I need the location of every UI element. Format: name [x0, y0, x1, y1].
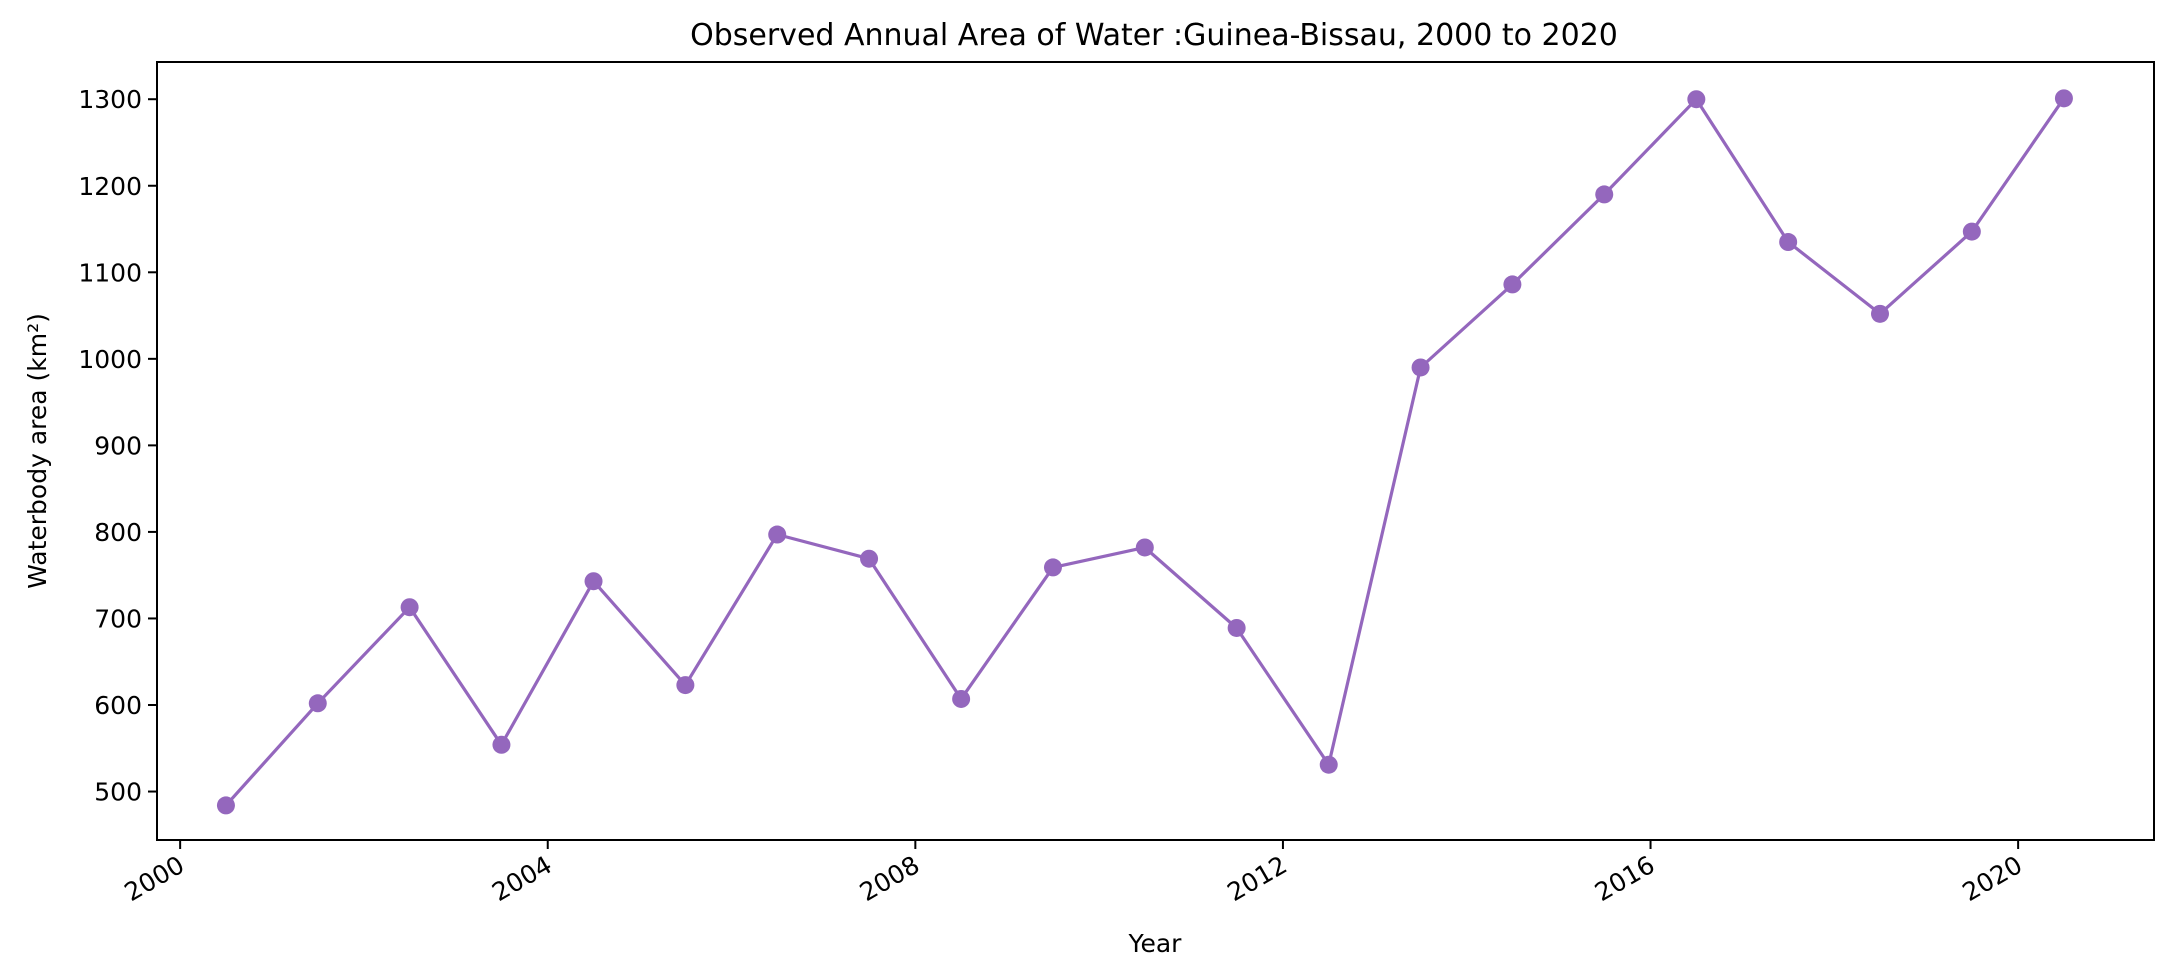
data-point: [584, 572, 603, 591]
data-point: [1503, 275, 1522, 294]
y-tick-label: 700: [94, 604, 142, 633]
y-tick-label: 1300: [78, 85, 142, 114]
series-line: [224, 97, 2066, 807]
x-axis-label: Year: [1128, 929, 1183, 958]
data-point: [1411, 358, 1430, 377]
data-point: [1319, 755, 1338, 774]
x-tick-label: 2008: [855, 850, 925, 907]
data-point: [768, 525, 787, 544]
x-tick-label: 2004: [487, 850, 557, 907]
y-tick-label: 1200: [78, 172, 142, 201]
data-point: [860, 549, 879, 568]
data-point: [2054, 89, 2073, 108]
data-point: [952, 689, 971, 708]
data-point: [1043, 558, 1062, 577]
data-point: [1687, 90, 1706, 109]
y-axis-label: Waterbody area (km²): [23, 313, 52, 589]
plot-area-frame: [156, 61, 2155, 841]
chart-title: Observed Annual Area of Water :Guinea-Bi…: [690, 18, 1618, 53]
y-tick-label: 1100: [78, 258, 142, 287]
data-point: [308, 694, 327, 713]
data-point: [676, 676, 695, 695]
data-point: [216, 796, 235, 815]
x-tick-label: 2012: [1222, 850, 1292, 907]
x-tick-label: 2016: [1590, 850, 1660, 907]
x-tick-label: 2020: [1958, 850, 2028, 907]
y-tick-label: 1000: [78, 345, 142, 374]
data-point: [1227, 618, 1246, 637]
data-point: [400, 598, 419, 617]
data-point: [1595, 185, 1614, 204]
y-tick-label: 800: [94, 518, 142, 547]
data-point: [1135, 538, 1154, 557]
data-point: [1871, 304, 1890, 323]
data-point: [1962, 222, 1981, 241]
y-tick-label: 500: [94, 778, 142, 807]
y-tick-label: 900: [94, 431, 142, 460]
x-tick-label: 2000: [120, 850, 190, 907]
data-point: [1779, 233, 1798, 252]
data-point: [492, 735, 511, 754]
y-tick-label: 600: [94, 691, 142, 720]
